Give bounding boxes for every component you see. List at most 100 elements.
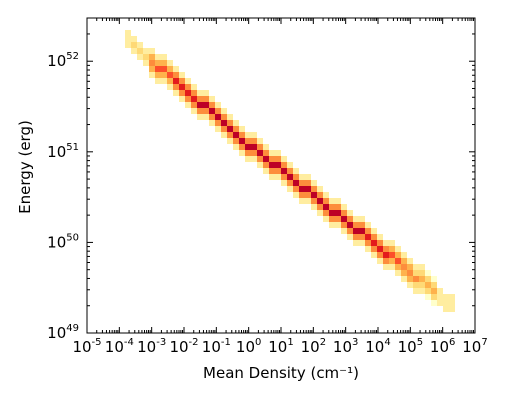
heatmap-cell (419, 288, 425, 294)
heatmap-cell (257, 150, 263, 156)
heatmap-cell (329, 198, 335, 204)
heatmap-cell (155, 60, 161, 66)
heatmap-cell (137, 42, 143, 48)
y-axis-ticks: 1049 1050 1051 1052 (47, 17, 475, 342)
heatmap-cell (149, 54, 155, 60)
heatmap-cell (167, 84, 173, 90)
heatmap-cell (293, 168, 299, 174)
heatmap-cell (329, 222, 335, 228)
heatmap-cell (371, 240, 377, 246)
heatmap-cell (305, 192, 311, 198)
heatmap-cell (263, 150, 269, 156)
heatmap-cell (209, 120, 215, 126)
heatmap-cell (317, 192, 323, 198)
heatmap-cell (287, 186, 293, 192)
heatmap-cell (425, 282, 431, 288)
heatmap-cell (215, 102, 221, 108)
heatmap-cell (179, 78, 185, 84)
heatmap-cell (233, 138, 239, 144)
heatmap-cell (179, 90, 185, 96)
heatmap-cell (251, 156, 257, 162)
heatmap-cell (263, 156, 269, 162)
heatmap-cell (365, 234, 371, 240)
heatmap-cell (329, 210, 335, 216)
heatmap-cell (311, 204, 317, 210)
heatmap-cell (359, 216, 365, 222)
heatmap-cell (335, 198, 341, 204)
x-axis-ticks: 10-5 10-4 10-3 10-2 10-1 100 101 102 103 104 105 10… (72, 18, 488, 356)
heatmap-cell (431, 294, 437, 300)
heatmap-cell (341, 204, 347, 210)
heatmap-cell (155, 66, 161, 72)
heatmap-cell (287, 162, 293, 168)
heatmap-cell (245, 150, 251, 156)
heatmap-cell (389, 252, 395, 258)
heatmap-cell (173, 90, 179, 96)
heatmap-cell (233, 144, 239, 150)
heatmap-cell (401, 276, 407, 282)
heatmap-cell (149, 72, 155, 78)
heatmap-cell (407, 276, 413, 282)
heatmap-cell (131, 42, 137, 48)
heatmap-cell (179, 72, 185, 78)
x-tick-label: 102 (301, 337, 326, 356)
heatmap-cell (425, 288, 431, 294)
heatmap-cell (167, 66, 173, 72)
heatmap-cell (443, 300, 449, 306)
heatmap-cell (389, 240, 395, 246)
heatmap-cell (281, 156, 287, 162)
heatmap-cell (275, 162, 281, 168)
heatmap-cell (197, 96, 203, 102)
heatmap-cell (323, 192, 329, 198)
heatmap-cell (161, 78, 167, 84)
heatmap-cell (173, 66, 179, 72)
heatmap-cell (425, 276, 431, 282)
heatmap-cell (263, 162, 269, 168)
heatmap-cell (275, 156, 281, 162)
heatmap-cell (173, 84, 179, 90)
heatmap-cell (281, 180, 287, 186)
heatmap-cell (227, 132, 233, 138)
y-tick-label: 1052 (47, 51, 79, 70)
heatmap-cell (143, 48, 149, 54)
heatmap-cell (221, 114, 227, 120)
heatmap-cell (377, 252, 383, 258)
heatmap-cell (125, 30, 131, 36)
heatmap-cell (239, 144, 245, 150)
heatmap-cell (365, 240, 371, 246)
heatmap-cell (185, 102, 191, 108)
heatmap-cell (305, 180, 311, 186)
heatmap-cell (335, 210, 341, 216)
heatmap-cell (185, 78, 191, 84)
heatmap-cell (155, 78, 161, 84)
heatmap-cell (371, 234, 377, 240)
x-tick-label: 10-3 (137, 337, 166, 356)
heatmap-cell (161, 54, 167, 60)
heatmap-cell (125, 42, 131, 48)
heatmap-cell (395, 270, 401, 276)
heatmap-cell (353, 216, 359, 222)
heatmap-cell (233, 120, 239, 126)
heatmap-cell (413, 276, 419, 282)
heatmap-cell (287, 174, 293, 180)
heatmap-cell (449, 306, 455, 312)
heatmap-cell (209, 114, 215, 120)
heatmap-cell (323, 204, 329, 210)
heatmap-cell (143, 60, 149, 66)
heatmap-cell (323, 216, 329, 222)
heatmap-cell (347, 228, 353, 234)
heatmap-cell (221, 108, 227, 114)
x-tick-label: 107 (462, 337, 487, 356)
heatmap-cell (431, 300, 437, 306)
x-tick-label: 10-5 (72, 337, 101, 356)
heatmap-cell (251, 150, 257, 156)
heatmap-cell (269, 150, 275, 156)
heatmap-cell (161, 66, 167, 72)
heatmap-cell (425, 270, 431, 276)
heatmap-cell (149, 48, 155, 54)
x-tick-label: 104 (365, 337, 390, 356)
heatmap-cell (389, 258, 395, 264)
heatmap-cell (437, 294, 443, 300)
heatmap-cell (197, 102, 203, 108)
